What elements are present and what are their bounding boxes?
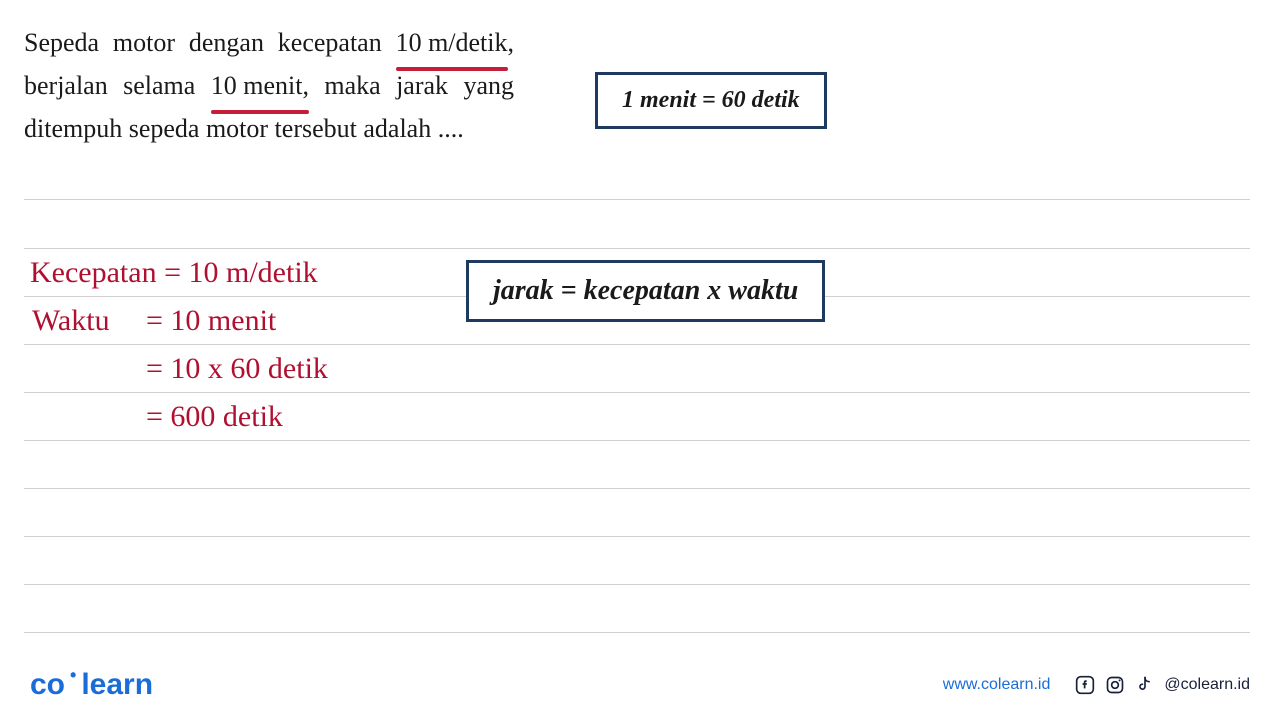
- footer-right: www.colearn.id @colearn.id: [943, 674, 1250, 696]
- facebook-icon: [1074, 674, 1096, 696]
- website-url: www.colearn.id: [943, 676, 1051, 694]
- handwriting-conversion: = 10 x 60 detik: [146, 352, 328, 386]
- formula-box-distance: jarak = kecepatan x waktu: [466, 260, 825, 322]
- problem-line1: Sepeda motor dengan kecepatan: [24, 28, 382, 57]
- logo: co • learn: [30, 668, 153, 702]
- underlined-speed: 10 m/detik: [396, 22, 508, 65]
- handwriting-result: = 600 detik: [146, 400, 283, 434]
- instagram-icon: [1104, 674, 1126, 696]
- formula-box-conversion: 1 menit = 60 detik: [595, 72, 827, 129]
- logo-dot: •: [70, 665, 76, 686]
- underlined-duration: 10 menit,: [211, 65, 309, 108]
- logo-co: co: [30, 668, 65, 702]
- footer: co • learn www.colearn.id @colearn.id: [0, 650, 1280, 720]
- social-handle: @colearn.id: [1164, 676, 1250, 694]
- formula-conversion-text: 1 menit = 60 detik: [622, 87, 800, 113]
- tiktok-icon: [1134, 674, 1156, 696]
- logo-learn: learn: [81, 668, 153, 702]
- problem-line4: motor tersebut adalah ....: [206, 114, 464, 143]
- formula-distance-text: jarak = kecepatan x waktu: [493, 275, 798, 306]
- problem-statement: Sepeda motor dengan kecepatan 10 m/detik…: [24, 22, 514, 151]
- handwriting-waktu-value: = 10 menit: [146, 304, 276, 338]
- handwriting-waktu-label: Waktu: [32, 304, 110, 338]
- handwriting-kecepatan: Kecepatan = 10 m/detik: [30, 256, 318, 290]
- social-group: @colearn.id: [1074, 674, 1250, 696]
